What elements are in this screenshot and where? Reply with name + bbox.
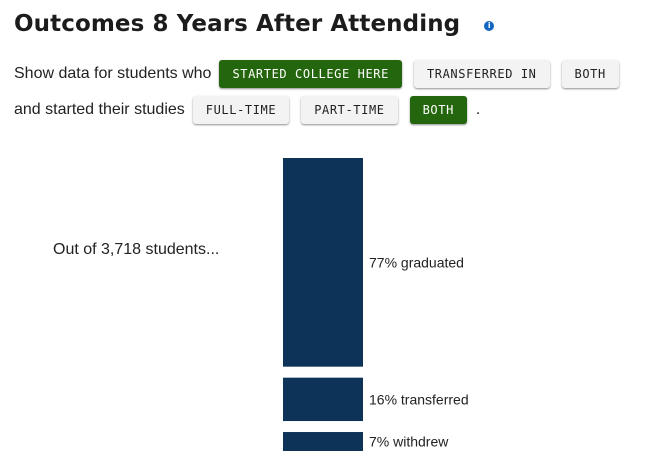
bar-label-transferred: 16% transferred [369,391,469,407]
part-time-button[interactable]: PART-TIME [301,96,398,124]
both-study-button[interactable]: BOTH [409,96,467,124]
page-title: Outcomes 8 Years After Attending [14,11,461,37]
full-time-button[interactable]: FULL-TIME [192,96,290,124]
bar-label-graduated: 77% graduated [369,254,464,270]
both-students-button[interactable]: BOTH [561,60,619,88]
transferred-in-button[interactable]: TRANSFERRED IN [413,60,550,88]
out-of-students-label: Out of 3,718 students... [53,241,220,258]
bar-withdrew [283,432,363,451]
study-filter-prompt: and started their studies [14,101,185,118]
bar-transferred [283,377,363,422]
info-icon[interactable]: i [484,21,495,31]
started-college-here-button[interactable]: STARTED COLLEGE HERE [219,60,402,88]
student-filter-prompt: Show data for students who [14,65,212,82]
student-filter-row: Show data for students who STARTED COLLE… [14,60,631,88]
study-filter-row: and started their studies FULL-TIME PART… [14,96,480,124]
trailing-period: . [475,101,481,118]
bar-label-withdrew: 7% withdrew [369,434,449,450]
bar-graduated [283,158,363,367]
title-row: Outcomes 8 Years After Attending i [14,11,495,37]
